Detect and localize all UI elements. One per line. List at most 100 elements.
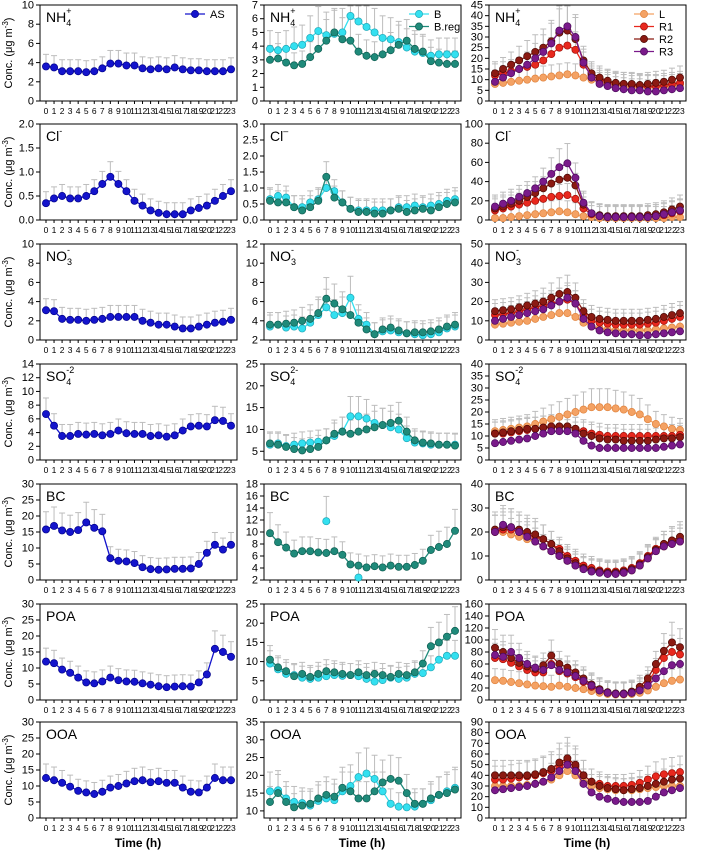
x-tick-label: 6 bbox=[541, 705, 546, 715]
plot-frame bbox=[39, 4, 238, 102]
x-tick-label: 6 bbox=[541, 823, 546, 833]
x-tick-label: 6 bbox=[92, 705, 97, 715]
data-point-r3 bbox=[668, 441, 676, 450]
x-tick-label: 5 bbox=[84, 106, 89, 116]
data-point-r2 bbox=[523, 52, 532, 61]
x-tick-label: 6 bbox=[316, 106, 321, 116]
data-point-r3 bbox=[547, 547, 556, 556]
x-tick-label: 11 bbox=[354, 705, 363, 715]
x-tick-label: 15 bbox=[386, 225, 396, 235]
x-tick-label: 20 bbox=[202, 823, 212, 833]
species-label: BC bbox=[270, 488, 289, 504]
x-tick-label: 8 bbox=[332, 823, 337, 833]
x-tick-label: 19 bbox=[643, 106, 653, 116]
data-point-r1 bbox=[539, 56, 548, 65]
series-line-b-reg bbox=[270, 297, 456, 335]
x-tick-label: 11 bbox=[579, 225, 588, 235]
data-point-as bbox=[122, 677, 131, 686]
data-point-as bbox=[98, 527, 107, 536]
x-tick-label: 2 bbox=[284, 705, 289, 715]
data-point-b-reg bbox=[346, 311, 355, 319]
data-point-as bbox=[227, 776, 235, 785]
data-point-as bbox=[178, 682, 187, 691]
x-tick-label: 12 bbox=[587, 345, 597, 355]
data-point-r3 bbox=[651, 792, 660, 801]
x-tick-label: 9 bbox=[565, 345, 570, 355]
data-point-r3 bbox=[668, 85, 676, 94]
x-tick-label: 7 bbox=[324, 106, 329, 116]
x-tick-label: 22 bbox=[667, 106, 677, 116]
y-tick-label: 0 bbox=[252, 695, 258, 707]
x-tick-label: 9 bbox=[340, 106, 345, 116]
x-tick-label: 18 bbox=[186, 225, 196, 235]
x-tick-label: 18 bbox=[186, 345, 196, 355]
data-point-as bbox=[122, 557, 131, 566]
x-tick-label: 3 bbox=[517, 465, 522, 475]
data-point-b-reg bbox=[402, 427, 411, 436]
data-point-r3 bbox=[555, 427, 564, 436]
data-point-b-reg bbox=[282, 798, 291, 806]
data-point-r3 bbox=[635, 331, 644, 340]
data-point-b bbox=[306, 33, 315, 42]
y-tick-label: 5 bbox=[477, 443, 483, 455]
data-point-r3 bbox=[523, 434, 532, 443]
data-point-as bbox=[194, 322, 203, 331]
x-tick-label: 3 bbox=[292, 106, 297, 116]
data-point-b-reg bbox=[346, 671, 355, 679]
data-point-r2 bbox=[659, 777, 668, 786]
x-tick-label: 16 bbox=[619, 705, 629, 715]
data-point-r3 bbox=[603, 444, 612, 452]
data-point-r2 bbox=[643, 436, 652, 445]
data-point-b-reg bbox=[346, 560, 355, 569]
data-point-as bbox=[50, 659, 58, 668]
data-point-r3 bbox=[499, 520, 507, 529]
x-tick-label: 16 bbox=[619, 345, 629, 355]
x-tick-label: 18 bbox=[635, 823, 645, 833]
data-point-as bbox=[106, 172, 115, 181]
x-tick-label: 15 bbox=[611, 585, 621, 595]
y-tick-label: 15 bbox=[471, 64, 483, 76]
data-point-as bbox=[50, 776, 58, 785]
data-point-b-reg bbox=[330, 547, 339, 556]
y-tick-label: 1.0 bbox=[19, 167, 34, 179]
data-point-r3 bbox=[531, 54, 540, 63]
data-point-b-reg bbox=[410, 206, 419, 215]
data-point-as bbox=[90, 429, 99, 438]
x-tick-label: 2 bbox=[509, 106, 514, 116]
x-tick-label: 2 bbox=[509, 823, 514, 833]
x-tick-label: 9 bbox=[116, 705, 121, 715]
data-point-as bbox=[82, 316, 91, 325]
y-axis-title: Conc. (μg m-3) bbox=[1, 18, 15, 89]
data-point-as bbox=[202, 320, 211, 329]
x-tick-label: 19 bbox=[643, 705, 653, 715]
data-point-r2 bbox=[547, 764, 556, 773]
x-tick-label: 6 bbox=[316, 225, 321, 235]
data-point-r2 bbox=[507, 60, 516, 69]
x-tick-label: 23 bbox=[450, 705, 460, 715]
data-point-r2 bbox=[651, 779, 660, 788]
x-tick-label: 19 bbox=[194, 823, 204, 833]
y-tick-label: 4 bbox=[252, 315, 258, 327]
x-tick-label: 12 bbox=[587, 823, 597, 833]
data-point-r3 bbox=[611, 570, 620, 578]
data-point-b-reg bbox=[386, 673, 395, 681]
data-point-r3 bbox=[499, 652, 507, 661]
data-point-b bbox=[434, 655, 443, 664]
x-tick-label: 21 bbox=[659, 705, 669, 715]
data-point-as bbox=[50, 194, 58, 203]
data-point-r2 bbox=[668, 434, 676, 443]
data-point-r3 bbox=[579, 58, 588, 67]
data-point-r2 bbox=[651, 435, 660, 444]
data-point-r3 bbox=[668, 208, 676, 217]
data-point-b-reg bbox=[451, 626, 459, 635]
data-point-b bbox=[298, 439, 307, 448]
data-point-as bbox=[66, 782, 75, 791]
data-point-r2 bbox=[659, 434, 668, 443]
data-point-r3 bbox=[507, 648, 516, 656]
y-tick-label: 40 bbox=[471, 176, 483, 188]
data-point-r2 bbox=[595, 434, 604, 443]
data-point-b-reg bbox=[402, 562, 411, 571]
data-point-b-reg bbox=[274, 320, 282, 329]
data-point-b-reg bbox=[298, 60, 307, 68]
